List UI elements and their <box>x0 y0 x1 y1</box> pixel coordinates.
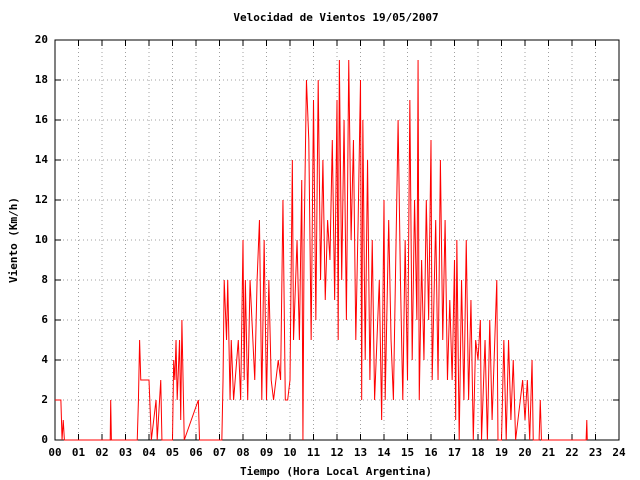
x-tick-label: 01 <box>72 446 86 459</box>
x-tick-label: 03 <box>119 446 132 459</box>
x-tick-label: 12 <box>330 446 343 459</box>
y-tick-label: 18 <box>35 73 48 86</box>
x-tick-label: 09 <box>260 446 273 459</box>
x-tick-label: 00 <box>48 446 61 459</box>
x-tick-label: 07 <box>213 446 226 459</box>
y-tick-label: 12 <box>35 193 48 206</box>
x-tick-label: 15 <box>401 446 414 459</box>
x-tick-label: 19 <box>495 446 508 459</box>
chart-title: Velocidad de Vientos 19/05/2007 <box>233 11 438 24</box>
x-tick-label: 02 <box>95 446 108 459</box>
x-tick-label: 18 <box>471 446 484 459</box>
y-tick-label: 4 <box>41 353 48 366</box>
x-tick-label: 20 <box>518 446 531 459</box>
x-axis-label: Tiempo (Hora Local Argentina) <box>240 465 432 478</box>
x-tick-label: 24 <box>612 446 626 459</box>
y-tick-label: 8 <box>41 273 48 286</box>
y-tick-label: 16 <box>35 113 49 126</box>
x-tick-label: 05 <box>166 446 179 459</box>
y-tick-label: 6 <box>41 313 48 326</box>
x-tick-label: 14 <box>377 446 391 459</box>
x-tick-label: 04 <box>142 446 156 459</box>
y-tick-label: 14 <box>35 153 49 166</box>
x-tick-label: 13 <box>354 446 367 459</box>
y-tick-label: 2 <box>41 393 48 406</box>
x-tick-label: 16 <box>424 446 438 459</box>
wind-line <box>55 59 588 441</box>
x-tick-label: 10 <box>283 446 296 459</box>
x-tick-label: 17 <box>448 446 461 459</box>
x-tick-label: 11 <box>307 446 321 459</box>
x-tick-label: 23 <box>589 446 602 459</box>
x-tick-label: 08 <box>236 446 249 459</box>
x-tick-label: 21 <box>542 446 556 459</box>
y-tick-label: 20 <box>35 33 48 46</box>
y-tick-label: 10 <box>35 233 48 246</box>
plot-frame <box>54 39 620 441</box>
x-tick-label: 06 <box>189 446 203 459</box>
y-tick-label: 0 <box>41 433 48 446</box>
x-tick-label: 22 <box>565 446 578 459</box>
y-axis-label: Viento (Km/h) <box>7 197 20 283</box>
